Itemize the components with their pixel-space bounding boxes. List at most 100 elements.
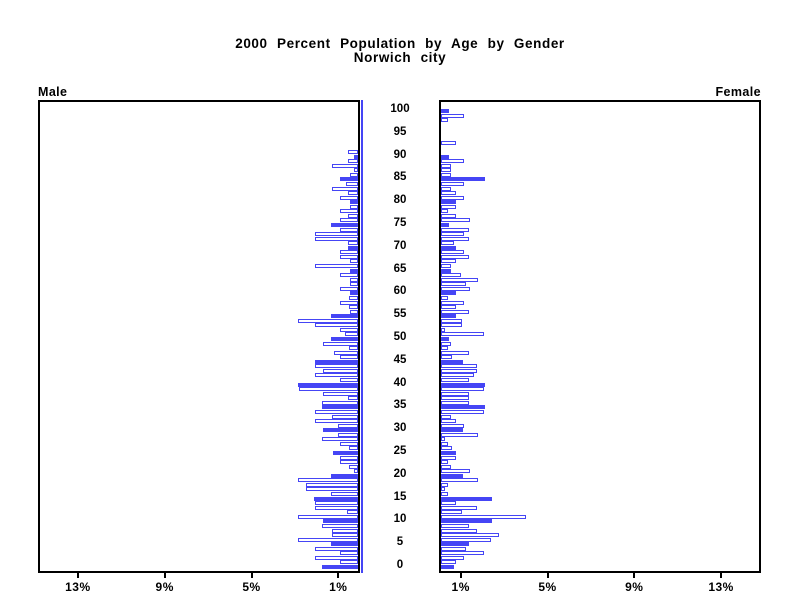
female-bar — [441, 140, 456, 145]
male-bar — [348, 245, 358, 250]
male-bar — [339, 254, 358, 259]
female-bar — [441, 565, 455, 569]
female-bar — [441, 523, 469, 528]
female-bar — [441, 109, 450, 113]
female-bar — [441, 492, 448, 497]
male-bar — [298, 537, 358, 542]
male-bar — [347, 510, 358, 515]
female-bar — [441, 195, 464, 200]
x-tick — [76, 573, 79, 578]
male-bar — [353, 168, 358, 173]
female-bar — [441, 455, 456, 460]
female-bar — [441, 254, 470, 259]
female-bar — [441, 441, 449, 446]
female-bar — [441, 533, 499, 538]
male-bar — [346, 181, 358, 186]
female-bar — [441, 364, 478, 369]
age-tick-label: 55 — [393, 308, 407, 321]
female-bar — [441, 177, 486, 182]
x-tick-label: 1% — [329, 580, 348, 594]
female-bar — [441, 209, 449, 214]
male-bar — [321, 400, 358, 405]
male-bar — [349, 346, 358, 351]
female-bar — [441, 482, 449, 487]
male-bar — [314, 232, 358, 237]
male-bar — [349, 282, 358, 287]
female-panel — [439, 100, 761, 573]
male-bar — [314, 373, 358, 378]
male-bar — [339, 441, 358, 446]
x-tick — [546, 573, 549, 578]
female-bar — [441, 264, 451, 269]
male-bar — [349, 277, 358, 282]
age-tick-label: 85 — [393, 171, 407, 184]
female-bar — [441, 551, 485, 556]
female-bar — [441, 350, 470, 355]
female-bar — [441, 368, 478, 373]
male-bar — [331, 186, 358, 191]
female-bar — [441, 286, 471, 291]
female-bar — [441, 163, 451, 168]
female-bar — [441, 519, 492, 524]
male-bar — [339, 551, 358, 556]
male-bar — [298, 318, 358, 323]
female-bar — [441, 359, 463, 364]
male-bar — [349, 464, 358, 469]
male-bar — [339, 455, 358, 460]
male-bar — [339, 209, 358, 214]
female-bar — [441, 295, 449, 300]
male-bar — [339, 227, 358, 232]
age-tick-label: 40 — [393, 376, 407, 389]
female-bar — [441, 113, 464, 118]
age-tick-label: 65 — [393, 262, 407, 275]
male-bar — [349, 259, 358, 264]
female-bar — [441, 223, 450, 227]
male-bar — [331, 492, 358, 497]
age-tick-label: 10 — [393, 513, 407, 526]
female-bar — [441, 314, 456, 319]
female-bar — [441, 496, 492, 501]
female-bar — [441, 405, 486, 410]
male-bar — [339, 355, 358, 360]
female-bar — [441, 318, 463, 323]
age-tick-label: 50 — [393, 331, 407, 343]
female-bar — [441, 396, 470, 401]
male-bar — [349, 291, 358, 296]
female-bar — [441, 327, 445, 332]
age-tick-label: 15 — [393, 490, 407, 503]
male-bar — [333, 451, 358, 455]
female-bar — [441, 514, 527, 519]
age-tick-label: 100 — [390, 103, 410, 115]
male-bar — [314, 236, 358, 241]
age-tick-label: 95 — [393, 125, 407, 138]
male-bar — [323, 341, 358, 346]
male-bar — [298, 478, 358, 483]
male-bar — [339, 378, 358, 383]
female-bar — [441, 391, 470, 396]
male-bar — [339, 460, 358, 465]
male-bar — [323, 428, 358, 433]
female-bar — [441, 268, 451, 273]
chart-subtitle: Norwich city — [353, 50, 447, 65]
male-bar — [339, 300, 358, 305]
female-bar — [441, 528, 478, 533]
age-tick-label: 60 — [393, 285, 407, 298]
male-bar — [323, 368, 358, 373]
x-tick-label: 5% — [538, 580, 557, 594]
male-bar — [353, 469, 358, 474]
male-bar — [323, 391, 358, 396]
female-bar — [441, 337, 450, 341]
female-bar — [441, 414, 451, 419]
x-tick — [720, 573, 723, 578]
female-bar — [441, 204, 456, 209]
male-bar — [339, 218, 358, 223]
female-bar — [441, 437, 445, 442]
female-bar — [441, 232, 464, 237]
male-bar — [334, 350, 358, 355]
x-tick-label: 5% — [242, 580, 261, 594]
female-bar — [441, 309, 470, 314]
age-tick-label: 45 — [393, 353, 407, 366]
female-bar — [441, 332, 484, 337]
female-bar — [441, 213, 456, 218]
